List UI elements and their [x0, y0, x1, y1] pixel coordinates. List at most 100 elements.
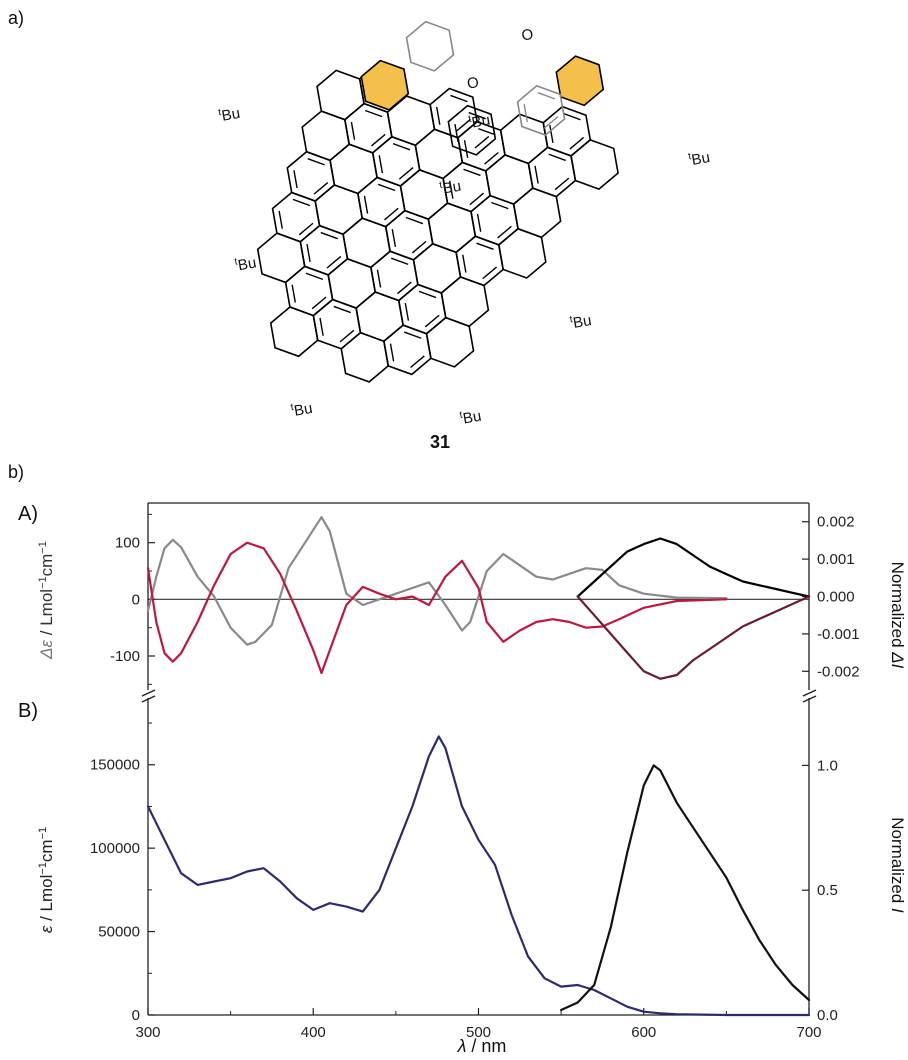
- hexagon-ring: [269, 306, 319, 358]
- chart-a-plot-area: -100 0 100 -0.002 -0.001 0.000 0.001 0.002: [110, 502, 860, 690]
- chart-b-xtick-label: 400: [301, 1024, 326, 1041]
- double-bond: [306, 244, 311, 262]
- chart-b-plot-area: 0 50000 100000 150000 0.0 0.5 1.0 300 400 500 600 7…: [90, 698, 838, 1041]
- hexagon-ring: [360, 59, 410, 111]
- double-bond: [377, 183, 396, 192]
- chart-a-series-line-1: [146, 541, 728, 675]
- double-bond: [313, 182, 329, 195]
- double-bond: [292, 198, 311, 207]
- chart-b-xtick-label: 600: [631, 1024, 656, 1041]
- hexagon-ring: [316, 69, 365, 121]
- double-bond: [398, 167, 414, 180]
- double-bond: [449, 180, 454, 199]
- hexagon-ring: [301, 110, 351, 162]
- chart-a-ytick-label-left: -100: [110, 648, 140, 665]
- chart-b-ytick-label-left: 100000: [90, 840, 140, 857]
- double-bond: [384, 207, 399, 221]
- hexagon-ring: [383, 324, 432, 376]
- chart-b-right-ylabel: Normalized I: [888, 817, 907, 913]
- double-bond: [549, 125, 554, 143]
- double-bond: [397, 281, 412, 295]
- chart-a-series-line-0: [146, 516, 728, 646]
- hexagon-ring: [405, 20, 455, 72]
- hexagon-ring: [312, 298, 362, 350]
- compound-number: 31: [430, 432, 450, 452]
- hexagon-ring: [256, 232, 306, 284]
- hexagon-ring: [355, 291, 404, 343]
- double-bond: [307, 158, 325, 166]
- chart-b-series-line-1: [560, 764, 811, 1012]
- double-bond: [333, 305, 351, 314]
- chart-a-ytick-label-left: 0: [132, 591, 140, 608]
- chart-a-series-line-3: [576, 595, 811, 680]
- double-bond: [456, 118, 471, 132]
- double-bond: [476, 242, 494, 250]
- double-bond: [391, 257, 409, 266]
- hexagon-ring: [447, 104, 497, 156]
- double-bond: [474, 135, 490, 149]
- hexagon-ring: [484, 153, 534, 206]
- double-bond: [424, 314, 440, 328]
- hexagon-ring: [425, 316, 475, 368]
- chart-b-ytick-label-left: 50000: [98, 924, 140, 941]
- double-bond: [363, 195, 369, 214]
- double-bond: [468, 111, 486, 120]
- hexagon-ring: [570, 138, 619, 190]
- double-bond: [534, 165, 539, 184]
- hexagon-ring: [555, 55, 605, 107]
- tert-butyl-label: tBu: [234, 253, 258, 274]
- hexagon-ring: [497, 227, 547, 279]
- double-bond: [463, 168, 481, 177]
- hexagon-ring: [314, 184, 364, 236]
- hexagon-ring: [356, 176, 406, 228]
- chart-b-left-ylabel: ε / Lmol−1cm−1: [37, 827, 56, 933]
- tert-butyl-label: tBu: [467, 111, 491, 132]
- hexagon-ring: [371, 135, 421, 187]
- double-bond: [305, 272, 324, 281]
- double-bond: [319, 317, 324, 336]
- double-bond: [491, 201, 509, 210]
- chart-b-series-line-0: [146, 735, 811, 1017]
- double-bond: [404, 331, 422, 339]
- chart-b-xtick-label: 300: [135, 1024, 160, 1041]
- chart-b-ytick-label-right: 1.0: [817, 757, 838, 774]
- axis-break-left-2: [141, 695, 156, 703]
- double-bond: [391, 228, 397, 247]
- double-bond: [450, 94, 468, 103]
- hexagon-ring: [299, 224, 349, 276]
- chart-b-xtick-label: 700: [796, 1024, 821, 1041]
- hexagon-ring: [384, 209, 434, 261]
- double-bond: [569, 136, 585, 150]
- double-bond: [484, 151, 499, 165]
- hexagon-ring: [512, 187, 562, 239]
- chart-b-panel-label: B): [18, 700, 38, 722]
- double-bond: [454, 123, 459, 142]
- double-bond: [411, 240, 427, 254]
- tert-butyl-label: tBu: [290, 399, 314, 420]
- double-bond: [497, 225, 512, 239]
- double-bond: [339, 329, 355, 343]
- carbonyl-oxygen-label: O: [466, 74, 480, 93]
- double-bond: [469, 192, 485, 206]
- hexagon-ring: [342, 217, 391, 269]
- double-bond: [462, 254, 467, 273]
- double-bond: [418, 290, 437, 299]
- tert-butyl-label: tBu: [459, 407, 483, 428]
- double-bond: [476, 213, 482, 232]
- chart-b-ytick-label-right: 0.5: [817, 882, 838, 899]
- double-bond: [554, 177, 570, 191]
- axis-break-marks: [141, 689, 817, 703]
- double-bond: [478, 127, 496, 136]
- hexagon-ring: [412, 242, 462, 294]
- chart-b-ytick-label-right: 0.0: [817, 1007, 838, 1024]
- double-bond: [350, 121, 356, 140]
- chart-a-series-line-2: [576, 537, 811, 598]
- chart-a-ytick-label-right: 0.002: [817, 514, 855, 531]
- hexagon-ring: [527, 146, 577, 198]
- chart-a-right-ylabel: Normalized ΔI: [888, 562, 907, 669]
- double-bond: [537, 92, 556, 100]
- double-bond: [326, 255, 342, 269]
- double-bond: [410, 355, 425, 369]
- panel-a-label: a): [8, 8, 24, 28]
